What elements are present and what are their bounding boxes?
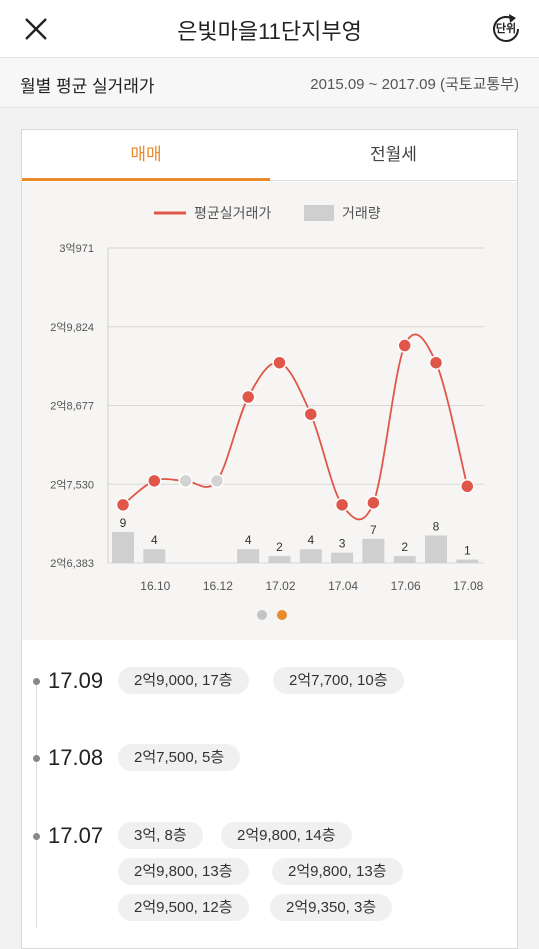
tab-rent[interactable]: 전월세 (370, 145, 417, 164)
transaction-chip[interactable]: 2억7,700, 10층 (273, 667, 404, 694)
legend-bar-swatch (304, 205, 334, 221)
transaction-chip[interactable]: 2억9,800, 13층 (118, 858, 249, 885)
volume-label: 2 (401, 540, 408, 554)
volume-label: 4 (245, 533, 252, 547)
section-header: 월별 평균 실거래가 2015.09 ~ 2017.09 (국토교통부) (0, 58, 539, 108)
volume-label: 1 (464, 544, 471, 558)
transaction-date: 17.08 (48, 745, 104, 770)
volume-label: 3 (339, 537, 346, 551)
chart-area: 평균실거래가 거래량 3억971 2억9,824 2억8,677 2억7,530 2억6,3… (22, 182, 517, 640)
price-point (209, 473, 225, 489)
page-title: 은빛마을11단지부영 (177, 19, 362, 44)
close-icon (25, 18, 47, 40)
tab-sale[interactable]: 매매 (22, 130, 270, 181)
top-bar: 은빛마을11단지부영 단위 (0, 0, 539, 58)
close-button[interactable] (18, 11, 54, 47)
price-point (147, 473, 162, 489)
section-title: 월별 평균 실거래가 (20, 77, 155, 96)
timeline-bullet (33, 678, 40, 685)
timeline-line (36, 680, 37, 928)
y-tick-label: 2억6,383 (50, 557, 94, 570)
volume-label: 4 (151, 533, 158, 547)
chart-page-indicator (257, 607, 297, 625)
x-tick-label: 17.04 (328, 579, 358, 593)
volume-bar (299, 549, 322, 563)
volume-label: 2 (276, 540, 283, 554)
transaction-chip[interactable]: 2억9,800, 14층 (221, 822, 352, 849)
unit-toggle-button[interactable]: 단위 (487, 10, 525, 48)
price-card: 매매 전월세 평균실거래가 거래량 3억971 2억9,824 2억8,677 2억7,5… (21, 129, 518, 949)
timeline-bullet (33, 833, 40, 840)
price-point (428, 355, 444, 370)
legend-label-price: 평균실거래가 (194, 205, 271, 221)
volume-bar (393, 556, 416, 563)
price-point (334, 497, 350, 513)
volume-label: 7 (370, 523, 377, 537)
transaction-chip[interactable]: 3억, 8층 (118, 822, 203, 849)
price-point (366, 495, 381, 511)
refresh-circle-icon (493, 14, 519, 42)
price-chart: 평균실거래가 거래량 3억971 2억9,824 2억8,677 2억7,530 2억6,3… (50, 205, 484, 593)
volume-bar (362, 538, 385, 563)
transaction-chip[interactable]: 2억9,800, 13층 (272, 858, 403, 885)
y-tick-label: 2억8,677 (50, 400, 94, 413)
timeline-bullet (33, 755, 40, 762)
price-point (460, 479, 475, 494)
transaction-chip[interactable]: 2억9,350, 3층 (270, 894, 393, 921)
unit-label: 단위 (495, 23, 517, 35)
transaction-date: 17.07 (48, 823, 104, 848)
x-tick-label: 17.02 (265, 579, 295, 593)
volume-label: 9 (120, 516, 127, 530)
price-line (122, 333, 469, 521)
volume-label: 8 (433, 519, 440, 533)
volume-bar (237, 549, 260, 563)
tab-bar: 매매 전월세 (22, 130, 517, 181)
page-dot[interactable] (277, 610, 287, 620)
y-tick-label: 3억971 (59, 242, 94, 255)
page-dot[interactable] (257, 610, 267, 620)
date-range: 2015.09 ~ 2017.09 (국토교통부) (310, 76, 519, 93)
transaction-date: 17.09 (48, 668, 104, 693)
transaction-timeline: 17.09 2억9,000, 17층 2억7,700, 10층 17.08 2억7,50… (0, 640, 539, 928)
x-tick-label: 16.10 (140, 579, 170, 593)
y-tick-label: 2억9,824 (50, 321, 94, 334)
volume-bar (143, 549, 166, 563)
price-point (115, 497, 131, 513)
x-tick-label: 17.06 (391, 579, 421, 593)
volume-label: 4 (307, 533, 314, 547)
price-point (272, 355, 287, 370)
price-point (178, 473, 193, 489)
volume-bar (112, 532, 134, 563)
y-tick-label: 2억7,530 (50, 478, 94, 491)
transaction-chip[interactable]: 2억9,000, 17층 (118, 667, 249, 694)
volume-bar (456, 559, 479, 563)
transaction-chip[interactable]: 2억7,500, 5층 (118, 744, 241, 771)
volume-bar (331, 552, 354, 563)
price-point (240, 389, 256, 405)
legend-label-volume: 거래량 (342, 205, 381, 221)
x-tick-label: 16.12 (203, 579, 233, 593)
volume-bar (425, 535, 447, 563)
transaction-chip[interactable]: 2억9,500, 12층 (118, 894, 249, 921)
price-point (397, 338, 412, 353)
price-point (303, 406, 319, 422)
volume-bar (268, 556, 291, 563)
x-tick-label: 17.08 (453, 579, 483, 593)
